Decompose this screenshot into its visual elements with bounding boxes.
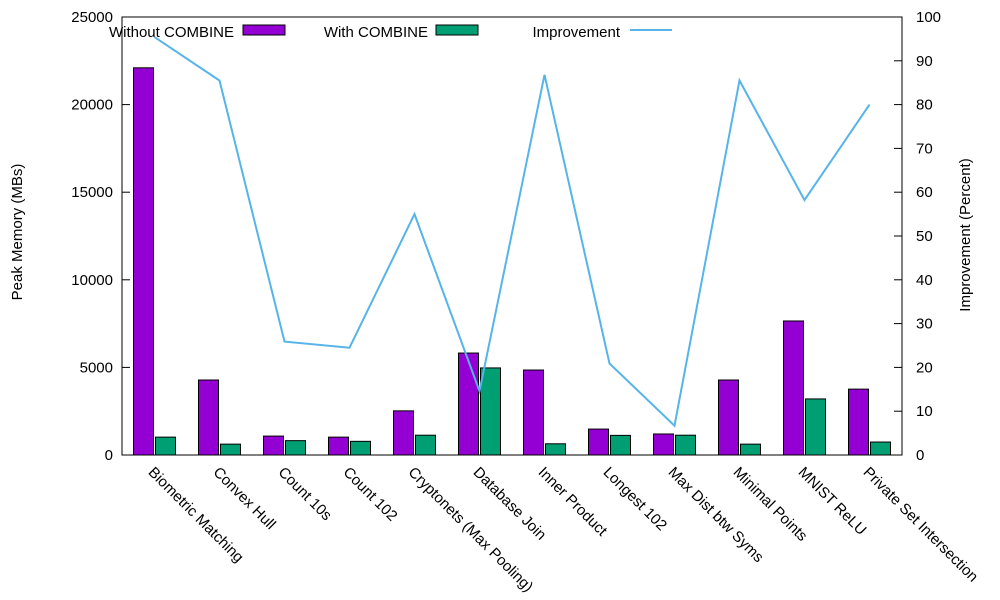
y2-tick-label: 0 bbox=[916, 447, 924, 464]
bar-with-combine-11 bbox=[870, 441, 891, 456]
bar-with-combine-3 bbox=[350, 440, 371, 456]
y2-tick-label: 60 bbox=[916, 184, 933, 201]
legend: Without COMBINE With COMBINE Improvement bbox=[109, 24, 672, 41]
bar-without-combine-4 bbox=[393, 410, 414, 456]
bar-without-combine-2 bbox=[263, 435, 284, 456]
x-tick-label: Convex Hull bbox=[210, 464, 279, 533]
y-tick-label: 20000 bbox=[71, 97, 113, 114]
bar-with-combine-4 bbox=[415, 434, 436, 456]
bar-without-combine-9 bbox=[718, 379, 739, 456]
bar-with-combine-7 bbox=[610, 434, 631, 456]
bar-with-combine-9 bbox=[740, 443, 761, 456]
x-tick-label: Private Set Intersection bbox=[860, 464, 982, 586]
legend-label-2: Improvement bbox=[532, 24, 620, 41]
bar-without-combine-5 bbox=[458, 352, 479, 456]
y2-tick-label: 30 bbox=[916, 316, 933, 333]
legend-label-1: With COMBINE bbox=[324, 24, 428, 41]
bar-with-combine-0 bbox=[155, 436, 176, 456]
bar-without-combine-8 bbox=[653, 433, 674, 456]
bar-with-combine-1 bbox=[220, 443, 241, 456]
x-tick-label: Count 10s bbox=[275, 464, 335, 524]
y2-tick-label: 80 bbox=[916, 97, 933, 114]
bar-without-combine-7 bbox=[588, 428, 609, 456]
y2-tick-label: 100 bbox=[916, 9, 941, 26]
axes-layer: 0 5000 10000 15000 20000 25000 0 10 20 30 40 50 60 70… bbox=[71, 9, 941, 464]
improvement-line-layer bbox=[153, 36, 871, 428]
legend-swatch-0 bbox=[242, 24, 286, 36]
bar-with-combine-6 bbox=[545, 443, 566, 456]
y2-tick-label: 20 bbox=[916, 359, 933, 376]
bar-without-combine-1 bbox=[198, 379, 219, 456]
y-tick-label: 15000 bbox=[71, 184, 113, 201]
y-tick-label: 0 bbox=[105, 447, 113, 464]
y2-tick-label: 40 bbox=[916, 272, 933, 289]
y-tick-label: 10000 bbox=[71, 272, 113, 289]
improvement-line bbox=[153, 36, 871, 428]
x-tick-label: Count 102 bbox=[340, 464, 401, 525]
bar-without-combine-11 bbox=[848, 388, 869, 456]
y2-tick-label: 90 bbox=[916, 53, 933, 70]
bar-without-combine-10 bbox=[783, 320, 804, 456]
y-tick-label: 5000 bbox=[80, 359, 113, 376]
y2-tick-label: 50 bbox=[916, 228, 933, 245]
y2-axis-title: Improvement (Percent) bbox=[957, 158, 974, 311]
y2-tick-label: 10 bbox=[916, 403, 933, 420]
legend-swatch-1 bbox=[435, 24, 479, 36]
bar-with-combine-10 bbox=[805, 398, 826, 456]
y2-tick-label: 70 bbox=[916, 140, 933, 157]
x-tick-label: Longest 102 bbox=[600, 464, 670, 534]
x-tick-label: Cryptonets (Max Pooling) bbox=[405, 464, 537, 596]
y-axis-title: Peak Memory (MBs) bbox=[9, 164, 26, 301]
bar-with-combine-8 bbox=[675, 434, 696, 456]
bar-with-combine-5 bbox=[480, 367, 501, 456]
bar-with-combine-2 bbox=[285, 440, 306, 456]
bar-without-combine-3 bbox=[328, 436, 349, 456]
legend-label-0: Without COMBINE bbox=[109, 24, 234, 41]
bar-without-combine-6 bbox=[523, 369, 544, 456]
y-tick-label: 25000 bbox=[71, 9, 113, 26]
bars-layer bbox=[133, 67, 891, 456]
bar-without-combine-0 bbox=[133, 67, 154, 456]
